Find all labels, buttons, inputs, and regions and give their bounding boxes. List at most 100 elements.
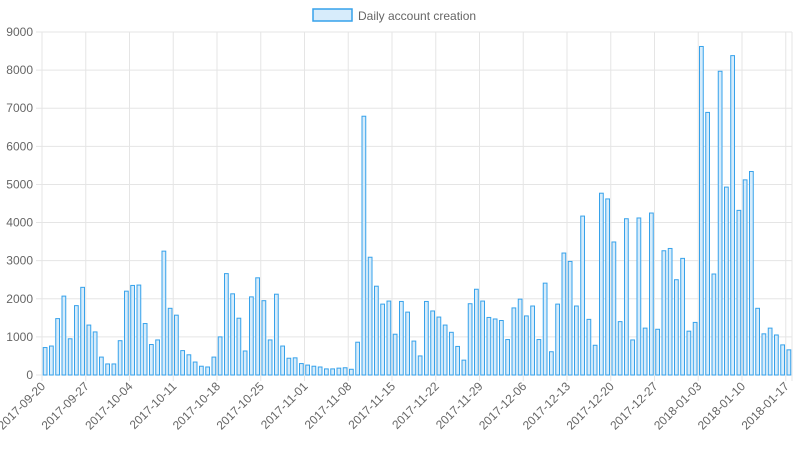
bar[interactable] bbox=[330, 368, 335, 376]
bar[interactable] bbox=[486, 316, 492, 376]
bar[interactable] bbox=[474, 288, 479, 376]
bar[interactable] bbox=[211, 356, 217, 376]
bar[interactable] bbox=[480, 300, 485, 376]
bar[interactable] bbox=[617, 321, 623, 376]
bar[interactable] bbox=[692, 321, 698, 376]
bar[interactable] bbox=[774, 334, 779, 376]
bar[interactable] bbox=[724, 186, 729, 376]
bar[interactable] bbox=[511, 307, 517, 376]
bar[interactable] bbox=[49, 345, 54, 376]
bar[interactable] bbox=[786, 349, 792, 376]
bar[interactable] bbox=[624, 218, 629, 376]
bar[interactable] bbox=[717, 70, 723, 376]
bar[interactable] bbox=[761, 333, 767, 376]
bar[interactable] bbox=[92, 331, 98, 376]
bar[interactable] bbox=[630, 339, 635, 376]
bar[interactable] bbox=[155, 339, 160, 376]
bar[interactable] bbox=[286, 357, 292, 376]
bar[interactable] bbox=[349, 368, 354, 376]
bar[interactable] bbox=[99, 356, 104, 376]
bar[interactable] bbox=[492, 318, 498, 376]
bar[interactable] bbox=[355, 341, 360, 376]
bar[interactable] bbox=[561, 252, 567, 376]
bar[interactable] bbox=[605, 198, 610, 376]
bar[interactable] bbox=[199, 365, 204, 376]
bar[interactable] bbox=[74, 305, 79, 376]
bar[interactable] bbox=[311, 365, 317, 376]
bar[interactable] bbox=[449, 331, 454, 376]
bar[interactable] bbox=[67, 338, 73, 376]
bar[interactable] bbox=[136, 284, 142, 376]
bar[interactable] bbox=[455, 345, 460, 376]
bar[interactable] bbox=[780, 344, 785, 376]
bar[interactable] bbox=[699, 45, 704, 376]
bar[interactable] bbox=[192, 361, 198, 376]
bar[interactable] bbox=[442, 324, 448, 376]
bar[interactable] bbox=[274, 293, 279, 376]
bar[interactable] bbox=[424, 300, 429, 376]
bar[interactable] bbox=[430, 310, 435, 376]
bar[interactable] bbox=[236, 317, 242, 376]
bar[interactable] bbox=[549, 351, 554, 376]
bar[interactable] bbox=[267, 339, 273, 376]
bar[interactable] bbox=[305, 364, 310, 376]
bar[interactable] bbox=[230, 293, 235, 376]
bar[interactable] bbox=[399, 300, 404, 376]
bar[interactable] bbox=[61, 295, 67, 376]
bar[interactable] bbox=[392, 333, 398, 376]
bar[interactable] bbox=[749, 170, 754, 376]
bar[interactable] bbox=[86, 324, 92, 376]
bar[interactable] bbox=[461, 359, 467, 376]
bar[interactable] bbox=[436, 316, 442, 376]
bar[interactable] bbox=[117, 340, 123, 376]
bar[interactable] bbox=[317, 366, 323, 376]
bar[interactable] bbox=[555, 303, 560, 376]
bar[interactable] bbox=[242, 350, 248, 376]
bar[interactable] bbox=[255, 277, 260, 376]
bar[interactable] bbox=[299, 363, 304, 376]
bar[interactable] bbox=[599, 192, 604, 376]
bar[interactable] bbox=[730, 55, 735, 376]
bar[interactable] bbox=[324, 368, 329, 376]
bar[interactable] bbox=[55, 318, 60, 376]
bar[interactable] bbox=[105, 363, 110, 376]
bar[interactable] bbox=[680, 257, 685, 376]
bar[interactable] bbox=[374, 285, 379, 376]
bar[interactable] bbox=[149, 344, 154, 376]
bar[interactable] bbox=[705, 111, 710, 376]
bar[interactable] bbox=[217, 336, 223, 376]
bar[interactable] bbox=[499, 320, 504, 376]
bar[interactable] bbox=[574, 305, 579, 376]
bar[interactable] bbox=[111, 363, 117, 376]
bar[interactable] bbox=[505, 339, 510, 376]
bar[interactable] bbox=[742, 179, 748, 376]
bar[interactable] bbox=[292, 357, 298, 376]
bar[interactable] bbox=[224, 273, 229, 376]
bar[interactable] bbox=[767, 327, 773, 376]
bar[interactable] bbox=[180, 350, 185, 376]
bar[interactable] bbox=[386, 300, 392, 376]
bar[interactable] bbox=[661, 250, 667, 376]
bar[interactable] bbox=[205, 366, 210, 376]
bar[interactable] bbox=[174, 314, 179, 376]
bar[interactable] bbox=[592, 344, 598, 376]
bar[interactable] bbox=[736, 209, 742, 376]
bar[interactable] bbox=[524, 315, 529, 376]
bar[interactable] bbox=[536, 339, 542, 376]
bar[interactable] bbox=[130, 284, 135, 376]
bar[interactable] bbox=[124, 290, 129, 376]
bar[interactable] bbox=[542, 282, 548, 376]
legend[interactable]: Daily account creation bbox=[312, 8, 476, 23]
bar[interactable] bbox=[667, 247, 673, 376]
bar[interactable] bbox=[361, 115, 367, 376]
bar[interactable] bbox=[161, 250, 167, 376]
bar[interactable] bbox=[380, 303, 385, 376]
bar[interactable] bbox=[280, 345, 285, 376]
bar[interactable] bbox=[611, 241, 617, 376]
bar[interactable] bbox=[711, 273, 717, 376]
bar[interactable] bbox=[336, 367, 342, 376]
bar[interactable] bbox=[261, 300, 267, 376]
bar[interactable] bbox=[530, 305, 535, 376]
bar[interactable] bbox=[517, 298, 523, 376]
bar[interactable] bbox=[567, 260, 573, 376]
